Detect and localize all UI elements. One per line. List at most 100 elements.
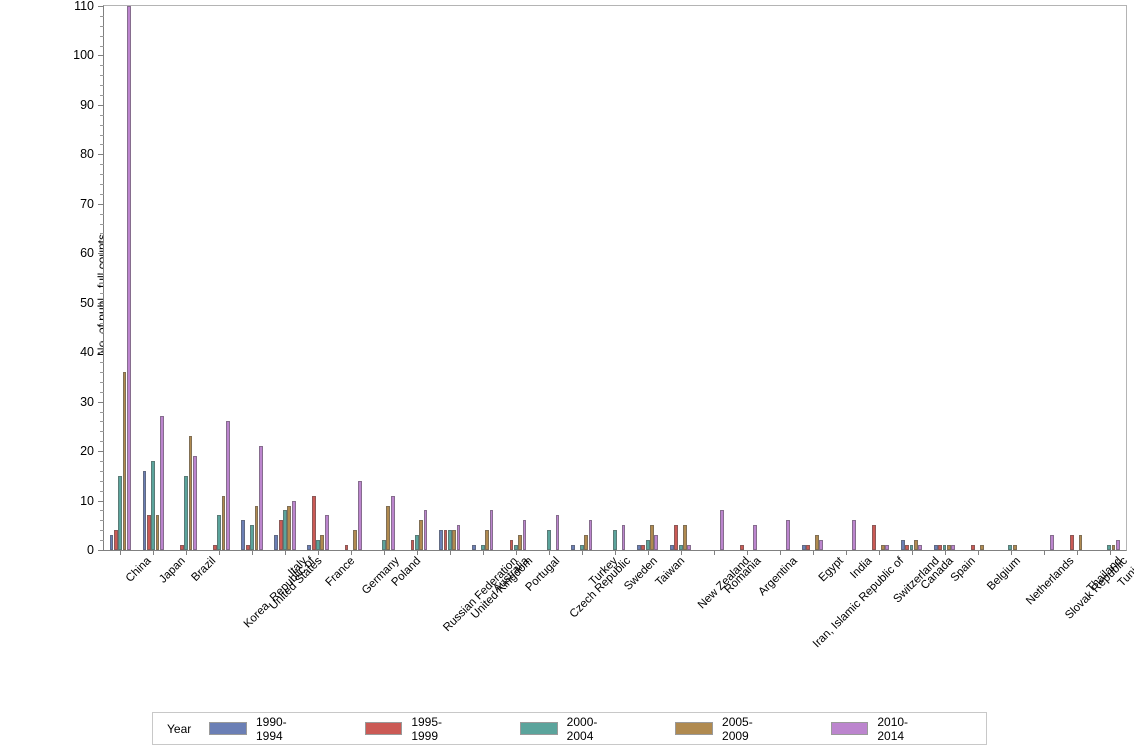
bar[interactable] <box>221 495 226 550</box>
bar[interactable] <box>753 525 758 550</box>
bar[interactable] <box>571 545 575 550</box>
bar[interactable] <box>485 530 490 550</box>
bar[interactable] <box>245 545 250 550</box>
bar[interactable] <box>942 545 947 550</box>
bar[interactable] <box>588 520 593 550</box>
bar[interactable] <box>287 505 292 550</box>
bar[interactable] <box>801 545 806 550</box>
bar[interactable] <box>1012 545 1017 550</box>
bar[interactable] <box>645 540 650 550</box>
bar[interactable] <box>900 540 905 550</box>
bar[interactable] <box>1107 545 1112 550</box>
bar[interactable] <box>188 436 193 550</box>
bar[interactable] <box>212 545 217 550</box>
bar[interactable] <box>307 545 312 550</box>
bar[interactable] <box>382 540 386 550</box>
bar[interactable] <box>324 515 329 550</box>
bar[interactable] <box>674 525 679 550</box>
bar[interactable] <box>122 371 127 550</box>
bar[interactable] <box>683 525 687 550</box>
bar[interactable] <box>852 520 857 550</box>
bar[interactable] <box>159 416 164 550</box>
bar[interactable] <box>250 525 254 550</box>
bar[interactable] <box>320 535 325 550</box>
bar[interactable] <box>443 530 448 550</box>
bar[interactable] <box>518 535 522 550</box>
bar[interactable] <box>353 530 358 550</box>
bar[interactable] <box>241 520 246 550</box>
legend-entry[interactable]: 2000-2004 <box>519 715 613 743</box>
bar[interactable] <box>909 545 914 550</box>
bar[interactable] <box>1111 545 1116 550</box>
bar[interactable] <box>127 6 131 550</box>
bar[interactable] <box>1070 535 1074 550</box>
bar[interactable] <box>806 545 811 550</box>
bar[interactable] <box>480 545 485 550</box>
bar[interactable] <box>513 545 518 550</box>
bar[interactable] <box>786 520 791 550</box>
bar[interactable] <box>637 545 641 550</box>
bar[interactable] <box>951 545 955 550</box>
legend-entry[interactable]: 1995-1999 <box>364 715 458 743</box>
bar[interactable] <box>509 540 514 550</box>
bar[interactable] <box>439 530 444 550</box>
bar[interactable] <box>423 510 428 550</box>
bar[interactable] <box>555 515 560 550</box>
bar[interactable] <box>1008 545 1013 550</box>
bar[interactable] <box>192 456 197 550</box>
bar[interactable] <box>612 530 617 550</box>
bar[interactable] <box>979 545 984 550</box>
bar[interactable] <box>872 525 876 550</box>
bar[interactable] <box>283 510 287 550</box>
bar[interactable] <box>1078 535 1083 550</box>
bar[interactable] <box>678 545 683 550</box>
legend-entry[interactable]: 2010-2014 <box>830 715 924 743</box>
bar[interactable] <box>179 545 184 550</box>
bar[interactable] <box>184 475 188 550</box>
bar[interactable] <box>933 545 938 550</box>
bar[interactable] <box>720 510 725 550</box>
bar[interactable] <box>687 545 692 550</box>
bar[interactable] <box>938 545 942 550</box>
legend-entry[interactable]: 2005-2009 <box>675 715 768 743</box>
bar[interactable] <box>546 530 551 550</box>
bar[interactable] <box>740 545 745 550</box>
bar[interactable] <box>316 540 320 550</box>
bar[interactable] <box>386 505 391 550</box>
legend-entry[interactable]: 1990-1994 <box>209 715 302 743</box>
bar[interactable] <box>456 525 461 550</box>
bar[interactable] <box>641 545 646 550</box>
bar[interactable] <box>146 515 151 550</box>
bar[interactable] <box>918 545 922 550</box>
bar[interactable] <box>447 530 452 550</box>
bar[interactable] <box>650 525 654 550</box>
bar[interactable] <box>880 545 885 550</box>
bar[interactable] <box>452 530 457 550</box>
bar[interactable] <box>217 515 221 550</box>
bar[interactable] <box>579 545 584 550</box>
bar[interactable] <box>819 540 824 550</box>
bar[interactable] <box>946 545 951 550</box>
bar[interactable] <box>274 535 279 550</box>
bar[interactable] <box>913 540 918 550</box>
bar[interactable] <box>1050 535 1054 550</box>
bar[interactable] <box>410 540 415 550</box>
bar[interactable] <box>971 545 975 550</box>
bar[interactable] <box>311 495 316 550</box>
bar[interactable] <box>522 520 527 550</box>
bar[interactable] <box>155 515 160 550</box>
bar[interactable] <box>151 460 156 550</box>
bar[interactable] <box>654 535 659 550</box>
bar[interactable] <box>278 520 283 550</box>
bar[interactable] <box>584 535 588 550</box>
bar[interactable] <box>472 545 476 550</box>
bar[interactable] <box>489 510 494 550</box>
bar[interactable] <box>225 421 230 550</box>
bar[interactable] <box>390 495 395 550</box>
bar[interactable] <box>118 475 123 550</box>
bar[interactable] <box>357 480 362 550</box>
bar[interactable] <box>291 500 296 550</box>
bar[interactable] <box>254 505 259 550</box>
bar[interactable] <box>621 525 626 550</box>
bar[interactable] <box>344 545 349 550</box>
